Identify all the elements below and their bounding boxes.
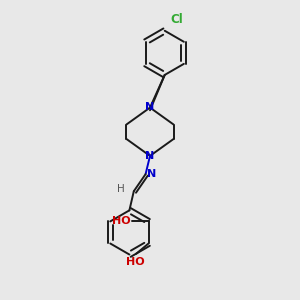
Text: N: N (146, 151, 154, 161)
Text: N: N (146, 102, 154, 112)
Text: HO: HO (126, 257, 145, 267)
Text: Cl: Cl (170, 13, 183, 26)
Text: N: N (147, 169, 156, 179)
Text: HO: HO (112, 216, 131, 226)
Text: H: H (117, 184, 125, 194)
